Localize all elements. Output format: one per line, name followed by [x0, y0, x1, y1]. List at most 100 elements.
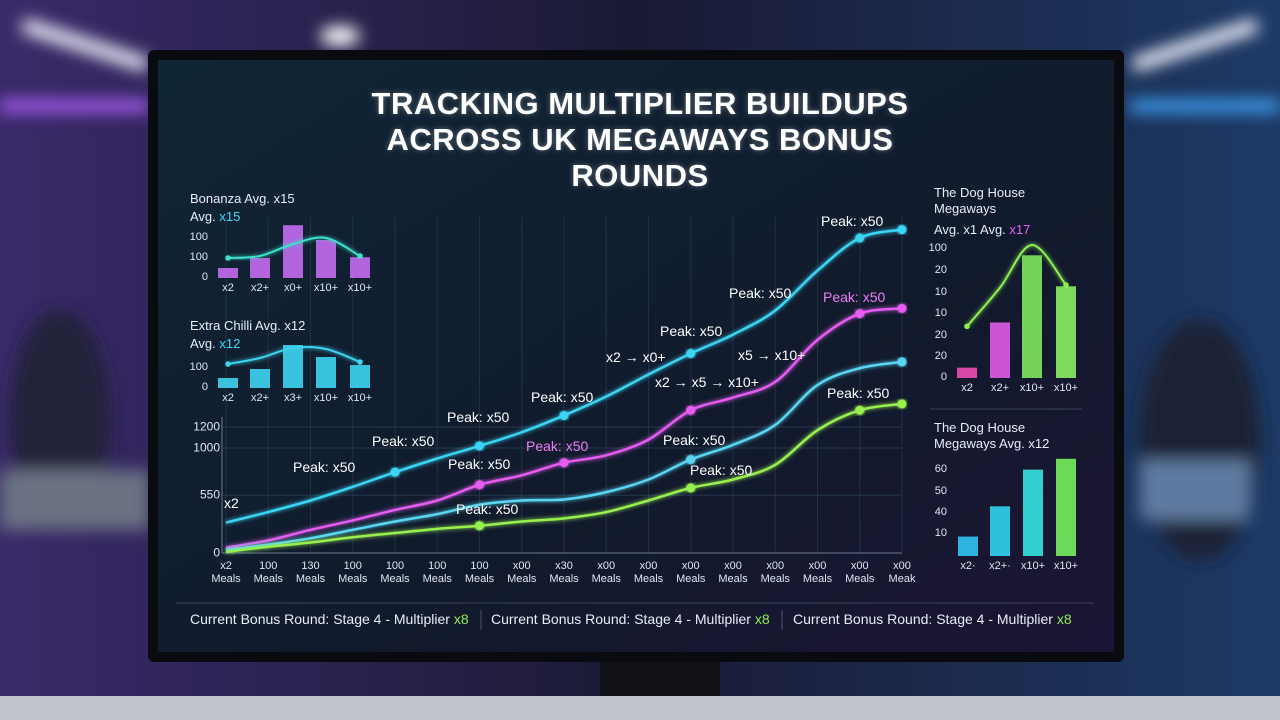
x-tick-label: x10+: [347, 282, 373, 294]
x-tick-label: x2·: [960, 560, 976, 572]
y-tick-label: 10: [934, 307, 947, 320]
annotation: Peak: x50: [660, 323, 723, 339]
annotation: Peak: x50: [456, 501, 519, 517]
bar: [316, 240, 336, 278]
x-tick-label: x10+: [1019, 382, 1045, 394]
bar: [990, 322, 1010, 378]
x-tick-label: x2+·: [989, 560, 1011, 572]
x-tick-label: x2: [222, 392, 234, 404]
x-tick-label: x10+: [313, 392, 339, 404]
trend-line: [966, 243, 1067, 327]
y-tick-label: 60: [934, 463, 947, 476]
chart-title: The Dog House Megaways Avg. x12: [934, 420, 1050, 452]
annotation: Peak: x50: [526, 438, 589, 454]
annotation: Peak: x50: [827, 385, 890, 401]
point: [559, 458, 569, 468]
point: [897, 399, 907, 409]
x-tick-label: x00 Meals: [718, 560, 748, 585]
x-tick-label: x10+: [1053, 382, 1079, 394]
y-tick-label: 100: [928, 242, 947, 255]
series-line: [225, 360, 903, 552]
point: [897, 225, 907, 235]
subtitle-text: Avg.: [190, 336, 216, 351]
annotation: x2 → x0+: [606, 349, 666, 365]
x-tick-label: x00 Meak: [888, 560, 916, 585]
point: [686, 349, 696, 358]
x-tick-label: x2+: [250, 282, 270, 294]
x-tick-label: x00 Meals: [845, 560, 875, 585]
bar: [990, 506, 1010, 556]
annotation: Peak: x50: [531, 389, 594, 405]
x-tick-label: x10+: [347, 392, 373, 404]
trend-line: [227, 236, 361, 259]
annotation: Peak: x50: [293, 459, 356, 475]
y-tick-label: 10: [934, 527, 947, 540]
x-tick-label: x10+: [1020, 560, 1046, 572]
bar: [958, 536, 978, 556]
annotation: Peak: x50: [821, 213, 884, 229]
y-tick-label: 100: [189, 231, 208, 244]
annotation: Peak: x50: [663, 432, 726, 448]
bar: [1023, 469, 1043, 556]
y-tick-label: 10: [934, 286, 947, 299]
y-tick-label: 1200: [193, 419, 220, 434]
x-tick-label: x10+: [313, 282, 339, 294]
point: [855, 309, 865, 319]
monitor-stand: [600, 662, 720, 698]
trend-point: [225, 361, 231, 367]
desk: [0, 696, 1280, 720]
y-tick-label: 0: [201, 381, 208, 394]
trend-point: [357, 253, 363, 259]
bar: [957, 367, 977, 378]
bar: [350, 257, 370, 278]
ticker-text: Current Bonus Round: Stage 4 - Multiplie…: [793, 611, 1053, 627]
x-tick-label: x2: [222, 282, 234, 294]
annotation: Peak: x50: [729, 285, 792, 301]
y-tick-label: 50: [934, 485, 947, 498]
y-tick-label: 0: [213, 545, 220, 560]
y-tick-label: 0: [201, 271, 208, 284]
y-tick-label: 100: [189, 251, 208, 264]
y-tick-label: 0: [940, 371, 947, 384]
annotation: Peak: x50: [690, 462, 753, 478]
bar: [218, 378, 238, 388]
subtitle-value: x12: [219, 336, 241, 351]
ticker-highlight: x8: [453, 611, 469, 627]
y-tick-label: 40: [934, 506, 947, 519]
ticker-item: Current Bonus Round: Stage 4 - Multiplie…: [793, 611, 1072, 629]
trend-line: [227, 346, 361, 365]
point: [686, 405, 696, 415]
annotation: Peak: x50: [823, 289, 886, 305]
y-tick-label: 100: [189, 361, 208, 374]
point: [390, 467, 400, 477]
bar: [350, 365, 370, 388]
bar: [218, 268, 238, 278]
subtitle-text: Avg.: [190, 209, 216, 224]
x-tick-label: 100 Meals: [338, 560, 368, 585]
x-tick-label: x00 Meals: [507, 560, 537, 585]
point: [855, 405, 865, 415]
trend-point: [964, 323, 970, 330]
annotation: Peak: x50: [448, 456, 511, 472]
room-blur: [0, 18, 1280, 560]
point: [855, 233, 865, 243]
bar: [1022, 255, 1042, 378]
x-tick-label: x00 Meals: [802, 560, 833, 585]
ticker-item: Current Bonus Round: Stage 4 - Multiplie…: [190, 611, 469, 629]
x-tick-label: x2+: [990, 382, 1010, 394]
dashboard-title: TRACKING MULTIPLIER BUILDUPS ACROSS UK M…: [371, 86, 909, 193]
point: [897, 303, 907, 313]
point: [686, 455, 696, 465]
trend-point: [357, 359, 363, 365]
x-tick-label: x00 Meals: [633, 560, 664, 585]
annotation: x5 → x10+: [738, 347, 806, 363]
x-tick-label: 100 Meals: [253, 560, 283, 585]
trend-point: [225, 255, 231, 261]
chart-title: Bonanza Avg. x15: [190, 191, 295, 206]
x-tick-label: x2+: [250, 392, 270, 404]
point: [559, 410, 569, 420]
subtitle-text: Avg. x1 Avg.: [934, 222, 1006, 237]
chart-title: The Dog House Megaways: [934, 185, 1026, 217]
x-tick-label: x10+: [1053, 560, 1079, 572]
